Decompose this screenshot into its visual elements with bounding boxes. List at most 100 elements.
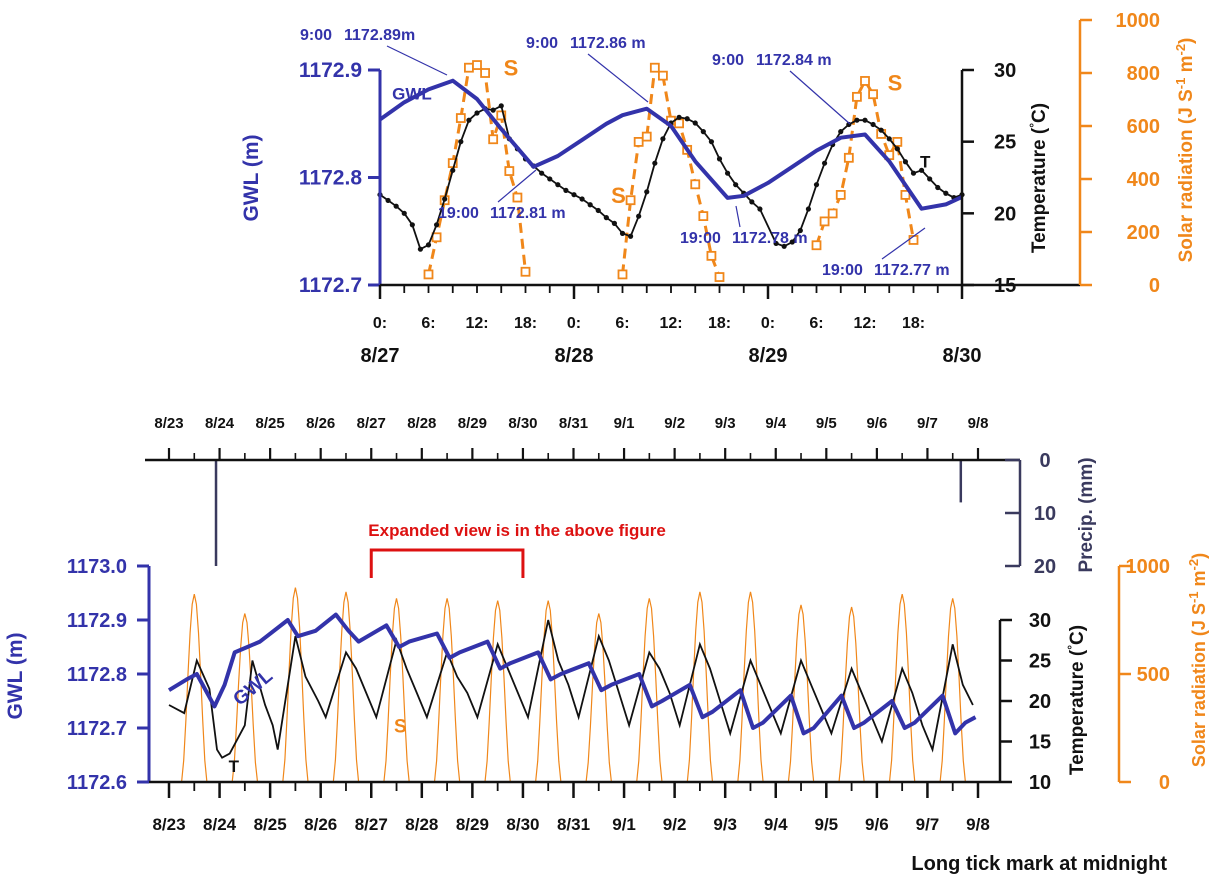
temperature-point	[433, 222, 440, 228]
gwl-series-label: GWL	[392, 85, 432, 104]
x-date-label: 9/4	[764, 815, 788, 834]
temperature-point	[886, 136, 892, 142]
x-hour-label: 12:	[659, 315, 682, 332]
precip-date-label: 9/8	[968, 415, 989, 432]
solar-point	[649, 62, 660, 73]
solar-point	[447, 158, 458, 169]
annotation-leader	[386, 45, 448, 76]
label-part: m	[1176, 55, 1197, 77]
solar-tick-label: 400	[1127, 169, 1160, 191]
label-part: Solar radiation (J S	[1189, 603, 1209, 767]
temperature-point	[466, 117, 472, 123]
precip-tick-label: 20	[1034, 556, 1056, 578]
annotation-time: 9:00	[712, 52, 744, 69]
x-date-label: 8/29	[456, 815, 489, 834]
annotation-value: 1172.81 m	[490, 205, 566, 222]
temperature-tick-label: 20	[994, 203, 1016, 225]
temperature-tick-label: 15	[994, 275, 1016, 297]
solar-point	[641, 131, 652, 142]
solar-point	[455, 113, 466, 123]
annotation-value: 1172.77 m	[874, 262, 950, 279]
x-date-label: 9/1	[612, 815, 636, 834]
solar-point	[496, 110, 507, 121]
solar-tick-label: 800	[1127, 63, 1160, 85]
x-date-label: 9/8	[966, 815, 990, 834]
temperature-tick-label: 25	[994, 132, 1016, 154]
label-part: Temperature (	[1067, 649, 1088, 775]
annotation-leader	[735, 205, 741, 228]
solar-tick-label: 500	[1137, 664, 1170, 686]
x-date-label: 9/2	[663, 815, 687, 834]
gwl-axis-title: GWL (m)	[240, 134, 263, 221]
temperature-point	[773, 240, 779, 247]
precip-date-label: 9/7	[917, 415, 938, 432]
precipitation-bars	[214, 460, 963, 566]
annotation-leader	[587, 53, 649, 103]
solar-point	[860, 76, 870, 86]
annotation-leader	[881, 227, 926, 260]
gwl-line	[378, 78, 963, 211]
temperature-point	[587, 202, 593, 208]
x-date-label: 8/30	[943, 345, 982, 367]
solar-point	[698, 211, 709, 222]
x-hour-label: 6:	[615, 315, 629, 332]
solar-radiation-series	[169, 587, 978, 783]
temperature-point	[539, 170, 545, 176]
precip-date-label: 8/26	[306, 415, 335, 432]
temperature-point	[547, 176, 553, 182]
solar-series-label: S	[504, 56, 519, 81]
temperature-tick-label: 20	[1029, 691, 1051, 713]
temperature-point	[660, 136, 666, 142]
x-date-label: 9/6	[865, 815, 889, 834]
temperature-point	[555, 182, 561, 188]
temperature-point	[733, 182, 739, 188]
solar-point	[488, 134, 499, 145]
temperature-point	[918, 167, 925, 173]
solar-point	[504, 166, 515, 176]
solar-radiation-series	[423, 60, 919, 282]
temperature-series-label: T	[229, 757, 240, 776]
solar-point	[868, 89, 878, 100]
solar-line	[169, 587, 978, 783]
annotation-leader	[789, 70, 851, 125]
x-hour-label: 12:	[853, 315, 876, 332]
temperature-tick-label: 25	[1029, 651, 1051, 673]
annotation-value: 1172.84 m	[756, 52, 832, 69]
solar-point	[819, 216, 830, 227]
gwl-tick-label: 1172.7	[67, 718, 127, 740]
solar-tick-label: 1000	[1116, 10, 1161, 32]
temperature-point	[619, 230, 626, 236]
gwl-line	[167, 612, 977, 736]
degree-sign: °	[1027, 123, 1041, 128]
solar-point	[472, 60, 482, 70]
precip-date-label: 8/31	[559, 415, 588, 432]
temperature-point	[611, 220, 618, 226]
gwl-tick-label: 1172.7	[299, 274, 362, 297]
temperature-tick-label: 30	[1029, 610, 1051, 632]
precip-date-label: 8/28	[407, 415, 436, 432]
x-date-label: 8/28	[555, 345, 594, 367]
precip-date-label: 8/25	[256, 415, 285, 432]
value-annotation: 19:00 1172.81 m	[438, 169, 566, 222]
annotation-value: 1172.86 m	[570, 35, 646, 52]
temperature-point	[813, 182, 820, 188]
temperature-series	[168, 619, 974, 759]
precip-date-label: 9/1	[614, 415, 635, 432]
temperature-point	[870, 121, 876, 128]
temperature-point	[846, 121, 852, 128]
temperature-point	[878, 127, 884, 133]
superscript: -2	[1173, 44, 1188, 56]
annotation-time: 9:00	[300, 27, 332, 44]
temperature-point	[627, 233, 634, 239]
precip-date-label: 8/24	[205, 415, 235, 432]
temperature-point	[708, 139, 715, 145]
value-annotation: 9:00 1172.89m	[300, 27, 448, 76]
precip-date-label: 9/2	[664, 415, 685, 432]
solar-point	[892, 136, 903, 147]
label-part: Temperature (	[1029, 127, 1050, 253]
temperature-point	[393, 203, 399, 209]
solar-point	[811, 240, 822, 251]
temperature-point	[724, 170, 731, 176]
precip-date-label: 8/23	[154, 415, 183, 432]
x-date-label: 8/25	[254, 815, 287, 834]
